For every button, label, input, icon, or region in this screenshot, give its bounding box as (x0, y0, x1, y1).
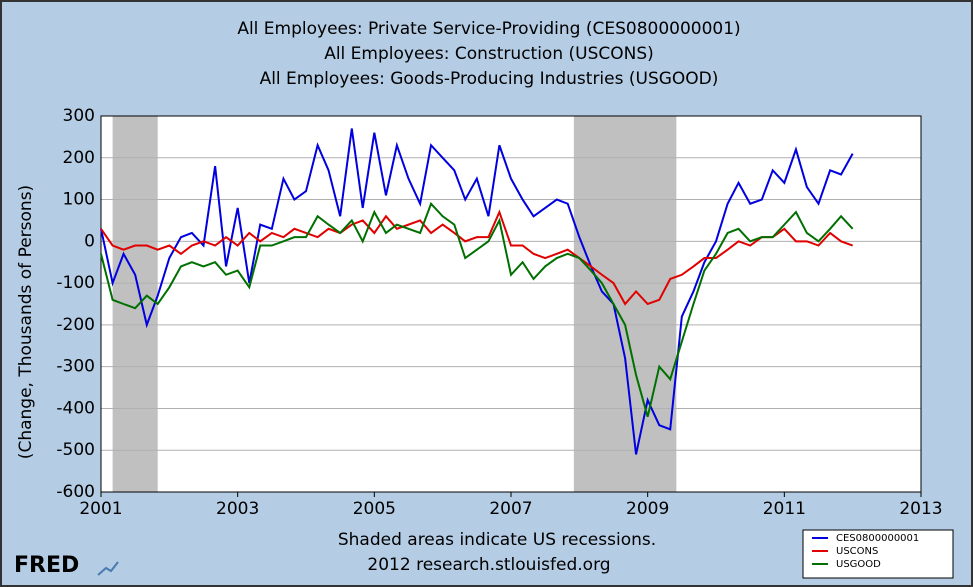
y-tick-label: 200 (63, 148, 95, 168)
x-tick-label: 2003 (216, 499, 259, 519)
y-tick-label: 300 (63, 106, 95, 126)
x-tick-label: 2009 (626, 499, 669, 519)
chart-title: All Employees: Construction (USCONS) (324, 44, 654, 64)
series-line (100, 209, 854, 306)
x-tick-label: 2013 (899, 499, 942, 519)
legend-label: CES0800000001 (836, 533, 919, 544)
x-tick-label: 2005 (353, 499, 396, 519)
logo-icon (97, 561, 119, 576)
y-tick-label: 100 (63, 190, 95, 210)
note: Shaded areas indicate US recessions. (338, 530, 656, 550)
y-axis-label: (Change, Thousands of Persons) (16, 185, 36, 459)
plot-area (101, 116, 921, 492)
legend-label: USGOOD (836, 559, 881, 570)
series-line (100, 128, 854, 455)
y-tick-label: -200 (56, 315, 95, 335)
y-tick-label: 0 (84, 231, 95, 251)
legend-label: USCONS (836, 546, 878, 557)
source: 2012 research.stlouisfed.org (367, 555, 610, 575)
y-tick-label: -400 (56, 398, 95, 418)
plot-frame (100, 115, 922, 493)
chart-title: All Employees: Private Service-Providing… (237, 19, 740, 39)
chart-title: All Employees: Goods-Producing Industrie… (260, 69, 719, 89)
y-tick-label: -500 (56, 440, 95, 460)
logo: FRED (14, 553, 79, 578)
recession-band (112, 116, 158, 492)
x-tick-label: 2011 (763, 499, 806, 519)
y-tick-label: -300 (56, 357, 95, 377)
y-tick-label: -100 (56, 273, 95, 293)
x-tick-label: 2007 (489, 499, 532, 519)
x-tick-label: 2001 (79, 499, 122, 519)
y-tick-label: -600 (56, 482, 95, 502)
series-line (100, 201, 854, 418)
